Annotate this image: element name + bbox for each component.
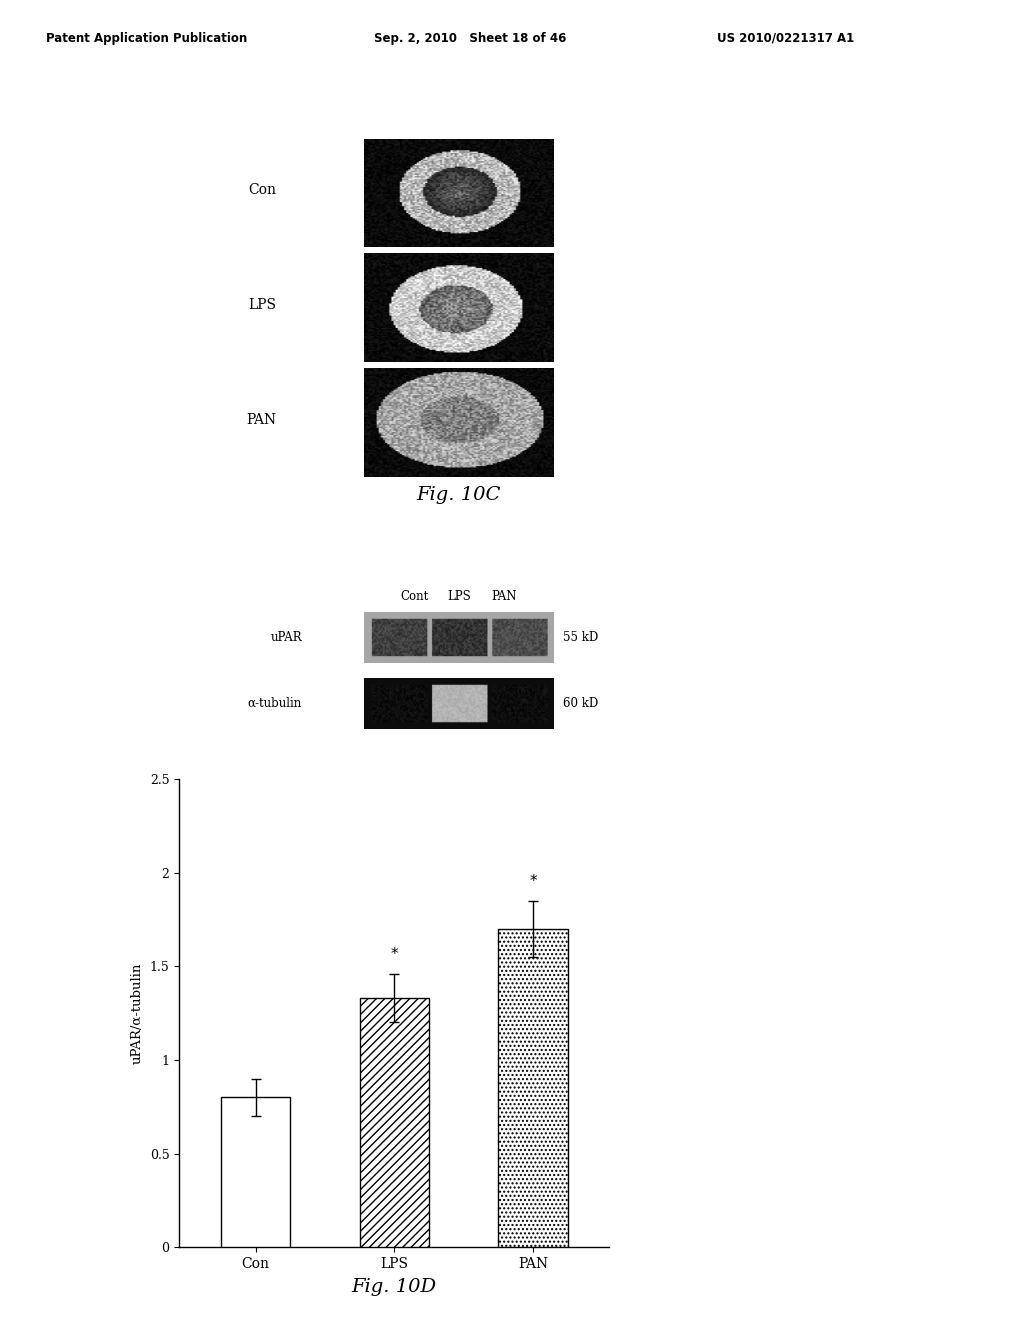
- Text: Fig. 10C: Fig. 10C: [417, 486, 501, 504]
- Text: PAN: PAN: [492, 590, 516, 603]
- Bar: [499, 929, 567, 1247]
- Text: Cont: Cont: [400, 590, 429, 603]
- Text: LPS: LPS: [446, 590, 471, 603]
- Y-axis label: uPAR/α-tubulin: uPAR/α-tubulin: [131, 962, 144, 1064]
- Text: *: *: [390, 948, 398, 962]
- Text: 60 kD: 60 kD: [563, 697, 598, 710]
- Text: Sep. 2, 2010   Sheet 18 of 46: Sep. 2, 2010 Sheet 18 of 46: [374, 32, 566, 45]
- Text: Fig. 10D: Fig. 10D: [351, 1278, 437, 1296]
- Text: PAN: PAN: [247, 413, 276, 426]
- Text: α-tubulin: α-tubulin: [248, 697, 302, 710]
- Text: uPAR: uPAR: [270, 631, 302, 644]
- Text: Con: Con: [249, 183, 276, 197]
- Text: LPS: LPS: [249, 298, 276, 312]
- Text: Patent Application Publication: Patent Application Publication: [46, 32, 248, 45]
- Bar: [359, 998, 429, 1247]
- Text: US 2010/0221317 A1: US 2010/0221317 A1: [717, 32, 854, 45]
- Text: *: *: [529, 874, 537, 890]
- Bar: [221, 1097, 290, 1247]
- Text: 55 kD: 55 kD: [563, 631, 598, 644]
